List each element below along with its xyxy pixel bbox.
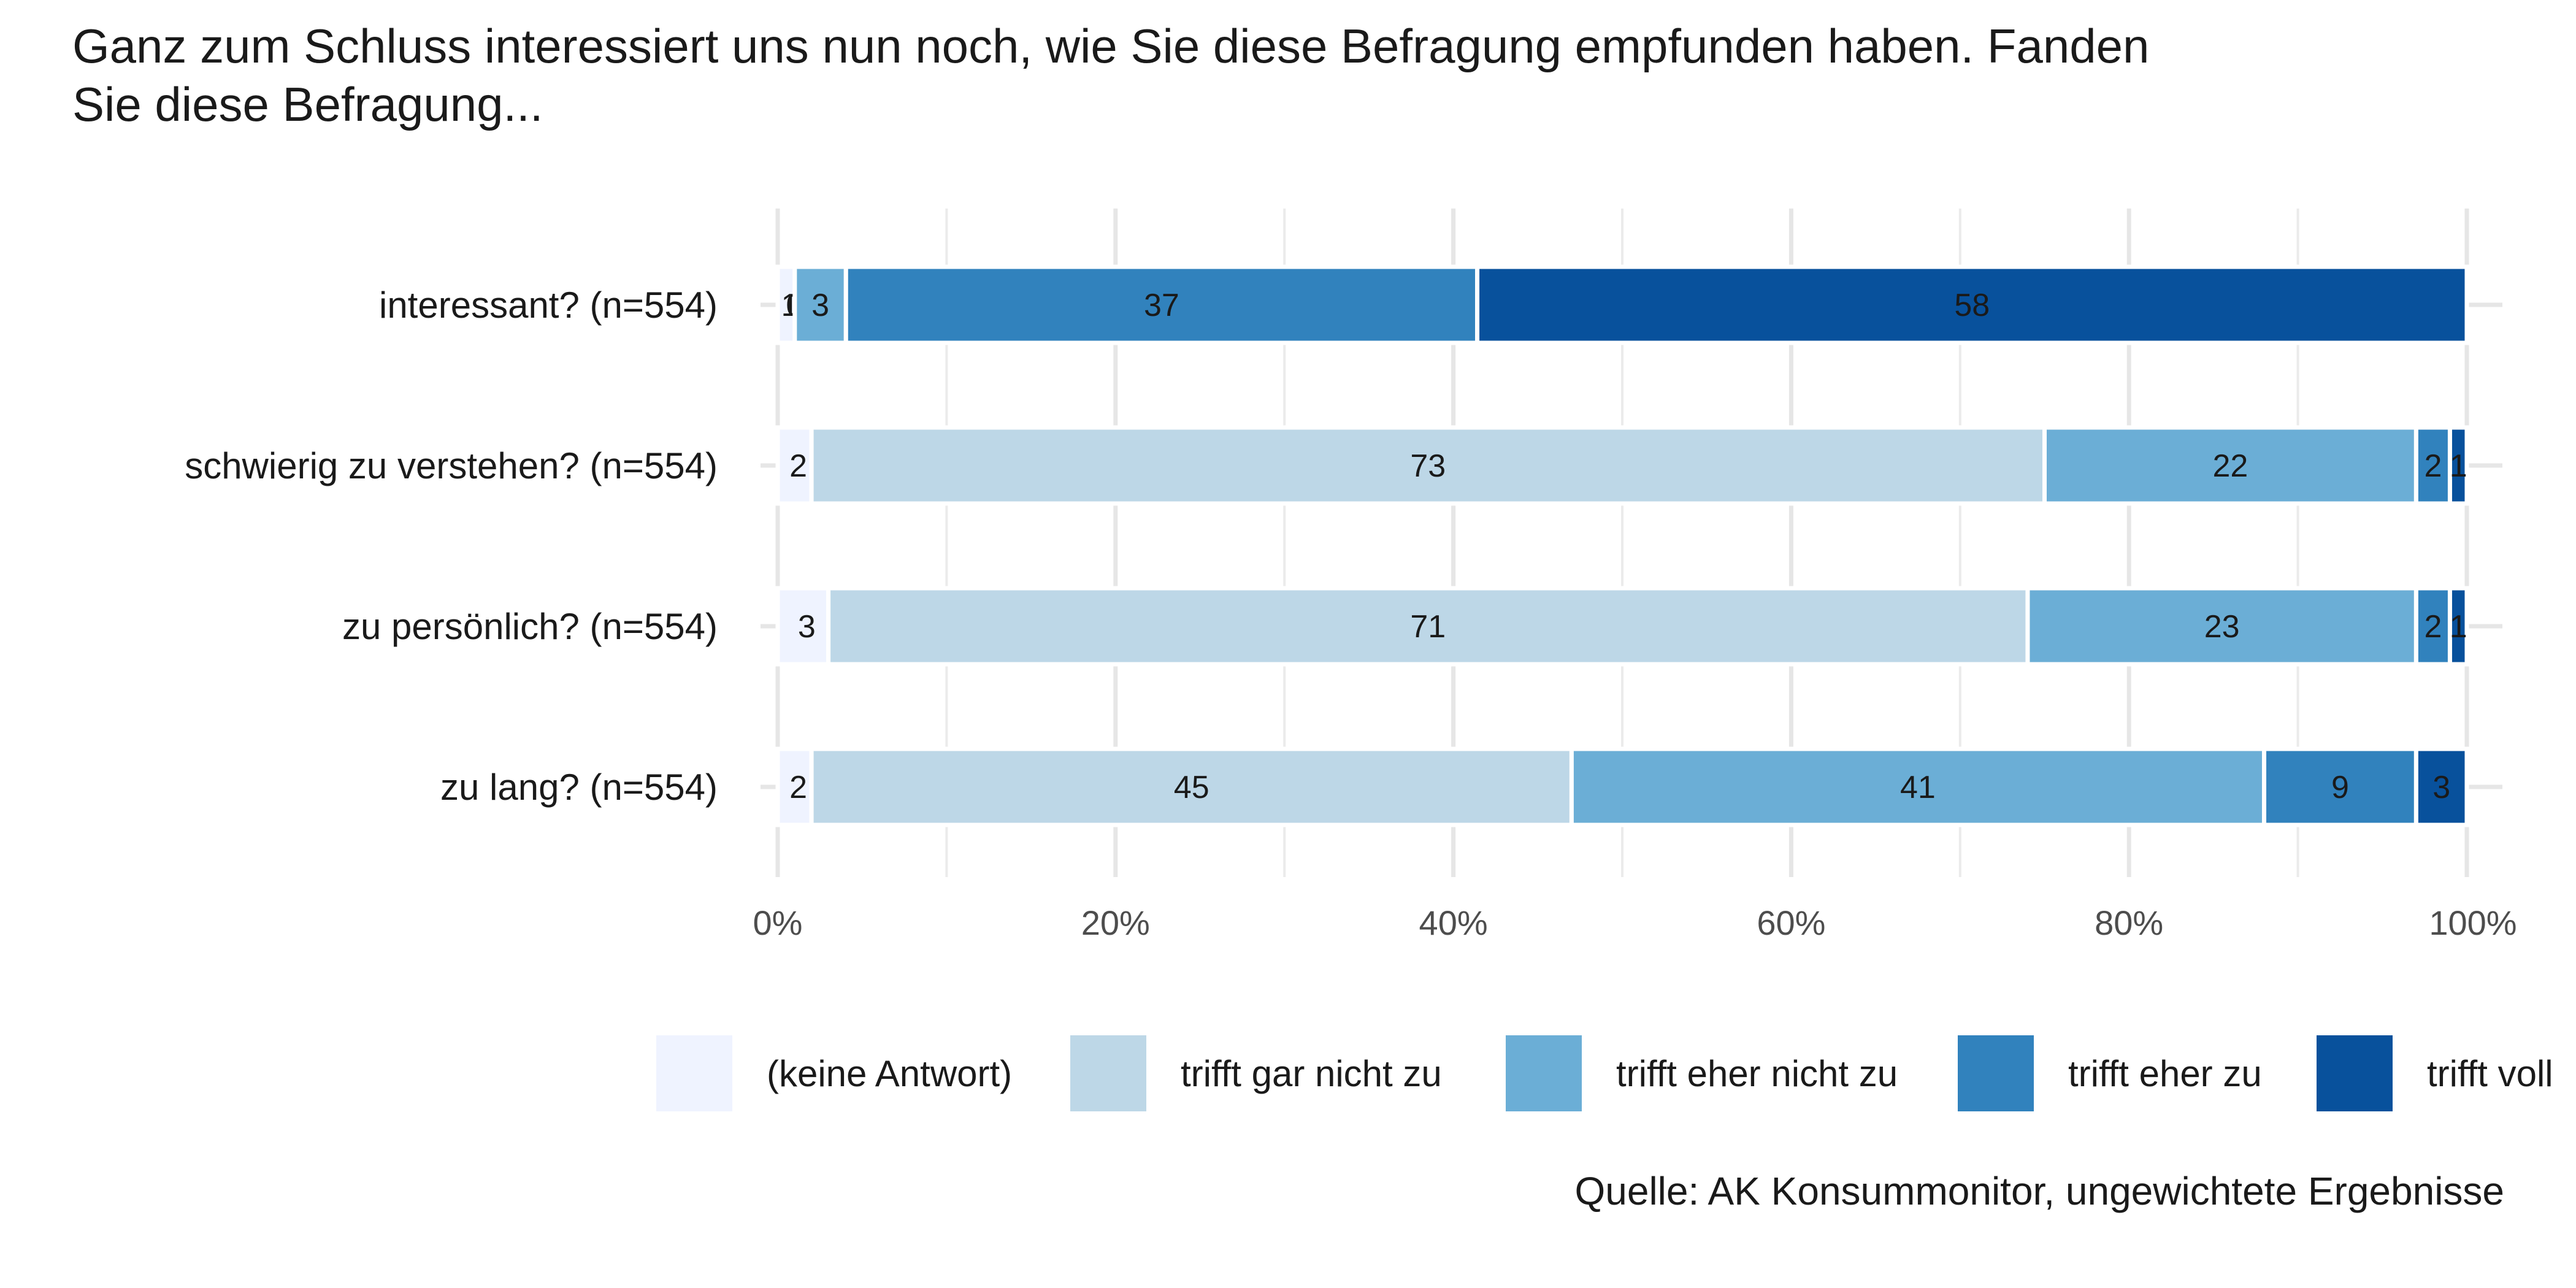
category-label: schwierig zu verstehen? (n=554) — [185, 445, 718, 486]
bar-segment — [775, 746, 814, 827]
bar-value-label: 3 — [798, 609, 816, 645]
bar-value-label: 2 — [789, 770, 807, 805]
legend: (keine Antwort) trifft gar nicht zu trifft… — [656, 1035, 2553, 1111]
x-tick-label: 40% — [1419, 903, 1488, 942]
bar-value-label: 41 — [1900, 770, 1936, 805]
bar-value-label: 71 — [1410, 609, 1446, 645]
bar-segment — [843, 264, 1480, 345]
bar-value-label: 1 — [2450, 448, 2467, 484]
x-tick-label: 0% — [753, 903, 803, 942]
bar-segment — [2447, 586, 2469, 667]
bar-value-label: 3 — [811, 288, 829, 323]
x-axis-tick-labels: 0% 20% 40% 60% 80% 100% — [753, 903, 2517, 942]
x-tick-label: 20% — [1081, 903, 1150, 942]
bars: 1033758273222137123212454193 — [775, 264, 2469, 827]
bar-value-label: 58 — [1954, 288, 1990, 323]
bar-segment — [775, 425, 814, 506]
legend-label: trifft gar nicht zu — [1181, 1053, 1442, 1094]
bar-value-label: 2 — [2424, 448, 2442, 484]
category-label: interessant? (n=554) — [379, 285, 718, 326]
bar-segment — [2447, 425, 2469, 506]
legend-label: trifft voll — [2427, 1053, 2553, 1094]
bar-value-label: 37 — [1144, 288, 1179, 323]
bar-value-label: 22 — [2213, 448, 2248, 484]
bar-segment — [1475, 264, 2469, 345]
bar-value-label: 2 — [2424, 609, 2442, 645]
bar-segment — [775, 264, 797, 345]
legend-label: (keine Antwort) — [767, 1053, 1012, 1094]
bar-value-label: 3 — [2432, 770, 2450, 805]
x-tick-label: 80% — [2095, 903, 2163, 942]
bar-segment — [2413, 746, 2469, 827]
bar-value-label: 2 — [789, 448, 807, 484]
chart-title-line-1: Ganz zum Schluss interessiert uns nun no… — [72, 19, 2149, 73]
bar-value-label: 23 — [2204, 609, 2240, 645]
bar-value-label: 73 — [1410, 448, 1446, 484]
legend-swatch — [1958, 1035, 2034, 1111]
x-tick-label: 60% — [1757, 903, 1825, 942]
chart-title-line-2: Sie diese Befragung... — [72, 77, 543, 131]
legend-label: trifft eher zu — [2068, 1053, 2262, 1094]
bar-segment — [2025, 586, 2418, 667]
bar-segment — [1569, 746, 2267, 827]
legend-swatch — [2317, 1035, 2393, 1111]
legend-swatch — [1506, 1035, 1582, 1111]
category-label: zu lang? (n=554) — [440, 767, 718, 808]
bar-value-label: 45 — [1174, 770, 1209, 805]
x-tick-label: 100% — [2429, 903, 2517, 942]
bar-segment — [2413, 425, 2452, 506]
legend-label: trifft eher nicht zu — [1616, 1053, 1898, 1094]
category-label: zu persönlich? (n=554) — [342, 606, 718, 647]
legend-swatch — [1070, 1035, 1146, 1111]
chart-caption: Quelle: AK Konsummonitor, ungewichtete E… — [1574, 1169, 2504, 1213]
bar-value-label: 9 — [2331, 770, 2349, 805]
legend-swatch — [656, 1035, 732, 1111]
category-labels: interessant? (n=554) schwierig zu versteh… — [185, 285, 718, 808]
bar-value-label: 1 — [2450, 609, 2467, 645]
